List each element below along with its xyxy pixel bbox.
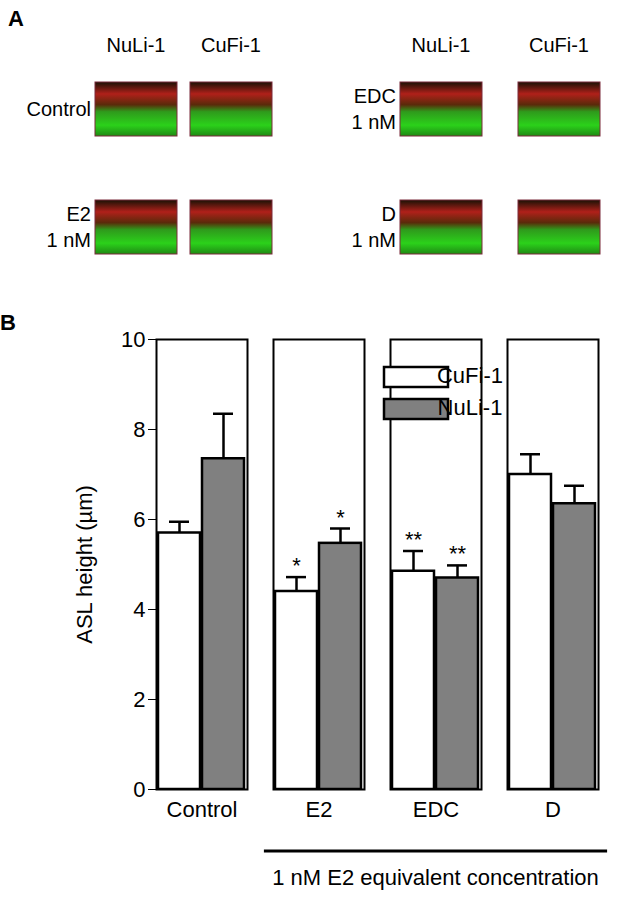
svg-text:CuFi-1: CuFi-1 — [529, 34, 589, 56]
svg-text:D: D — [382, 203, 396, 225]
svg-text:2: 2 — [133, 687, 145, 712]
svg-text:*: * — [292, 553, 301, 578]
svg-text:ASL height (µm): ASL height (µm) — [72, 485, 97, 644]
svg-text:**: ** — [405, 527, 423, 552]
svg-text:B: B — [0, 310, 16, 335]
svg-text:EDC: EDC — [354, 85, 396, 107]
svg-text:E2: E2 — [306, 797, 333, 822]
svg-text:NuLi-1: NuLi-1 — [107, 34, 166, 56]
svg-text:CuFi-1: CuFi-1 — [201, 34, 261, 56]
svg-text:0: 0 — [133, 777, 145, 802]
svg-text:Control: Control — [167, 797, 238, 822]
svg-text:10: 10 — [121, 327, 145, 352]
svg-text:*: * — [336, 505, 345, 530]
svg-text:6: 6 — [133, 507, 145, 532]
svg-text:Control: Control — [27, 98, 91, 120]
svg-text:**: ** — [449, 541, 467, 566]
svg-text:CuFi-1: CuFi-1 — [437, 363, 503, 388]
svg-text:1 nM: 1 nM — [352, 111, 396, 133]
svg-text:A: A — [8, 6, 24, 31]
svg-text:4: 4 — [133, 597, 145, 622]
svg-text:1 nM: 1 nM — [47, 229, 91, 251]
svg-text:8: 8 — [133, 417, 145, 442]
svg-text:NuLi-1: NuLi-1 — [438, 395, 503, 420]
svg-text:1 nM E2 equivalent concentrati: 1 nM E2 equivalent concentration — [272, 865, 599, 890]
svg-text:EDC: EDC — [413, 797, 460, 822]
svg-text:1 nM: 1 nM — [352, 229, 396, 251]
svg-text:E2: E2 — [67, 203, 91, 225]
svg-text:NuLi-1: NuLi-1 — [412, 34, 471, 56]
svg-text:D: D — [545, 797, 561, 822]
